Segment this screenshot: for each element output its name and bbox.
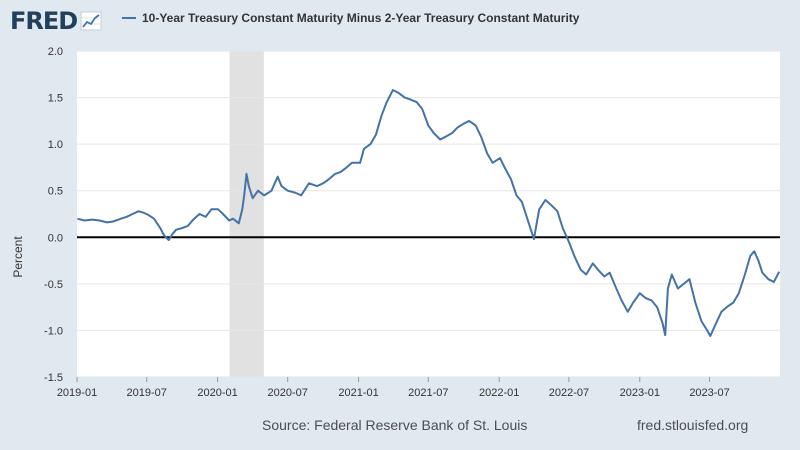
x-tick-label: 2023-07 <box>689 387 729 399</box>
fred-logo-text: FRED <box>10 7 78 35</box>
series-line <box>77 89 781 337</box>
plot-area <box>77 51 780 377</box>
y-tick-label: 1.5 <box>48 93 63 105</box>
chart-legend[interactable]: 10-Year Treasury Constant Maturity Minus… <box>122 11 579 25</box>
x-tick-label: 2023-01 <box>620 387 660 399</box>
recession-bands <box>229 51 264 377</box>
source-credit: Source: Federal Reserve Bank of St. Loui… <box>262 417 528 433</box>
gridlines <box>77 50 780 378</box>
x-tick-label: 2020-01 <box>197 387 237 399</box>
recession-band <box>229 51 264 377</box>
x-tick-labels: 2019-01 2019-07 2020-01 2020-07 2021-01 2021-… <box>57 377 730 399</box>
chart-header: FRED 10-Year Treasury Constant Maturity … <box>0 0 800 40</box>
y-tick-labels: 2.0 1.5 1.0 0.5 0.0 -0.5 -1.0 -1.5 <box>44 46 63 384</box>
y-tick-label: -1.5 <box>44 372 63 384</box>
line-chart-icon <box>80 11 102 31</box>
y-tick-label: 1.0 <box>48 139 63 151</box>
y-tick-label: -1.0 <box>44 325 63 337</box>
y-axis-label: Percent <box>11 236 25 278</box>
y-tick-label: -0.5 <box>44 279 63 291</box>
y-tick-label: 0.5 <box>48 186 63 198</box>
legend-series-label: 10-Year Treasury Constant Maturity Minus… <box>142 11 580 25</box>
fred-logo[interactable]: FRED <box>10 7 102 35</box>
line-chart: 2.01.51.00.50.0-0.5-1.0-1.5 2019-01 2019-… <box>11 46 781 399</box>
x-tick-label: 2021-07 <box>408 387 448 399</box>
x-tick-label: 2019-01 <box>57 387 97 399</box>
x-tick-label: 2019-07 <box>127 387 167 399</box>
legend-swatch <box>122 17 136 19</box>
y-tick-label: 2.0 <box>48 46 63 58</box>
x-tick-label: 2021-01 <box>338 387 378 399</box>
x-tick-label: 2022-07 <box>549 387 589 399</box>
source-url[interactable]: fred.stlouisfed.org <box>637 417 749 433</box>
x-tick-label: 2022-01 <box>479 387 519 399</box>
series-group <box>77 89 781 337</box>
y-tick-label: 0.0 <box>48 232 63 244</box>
x-tick-label: 2020-07 <box>268 387 308 399</box>
